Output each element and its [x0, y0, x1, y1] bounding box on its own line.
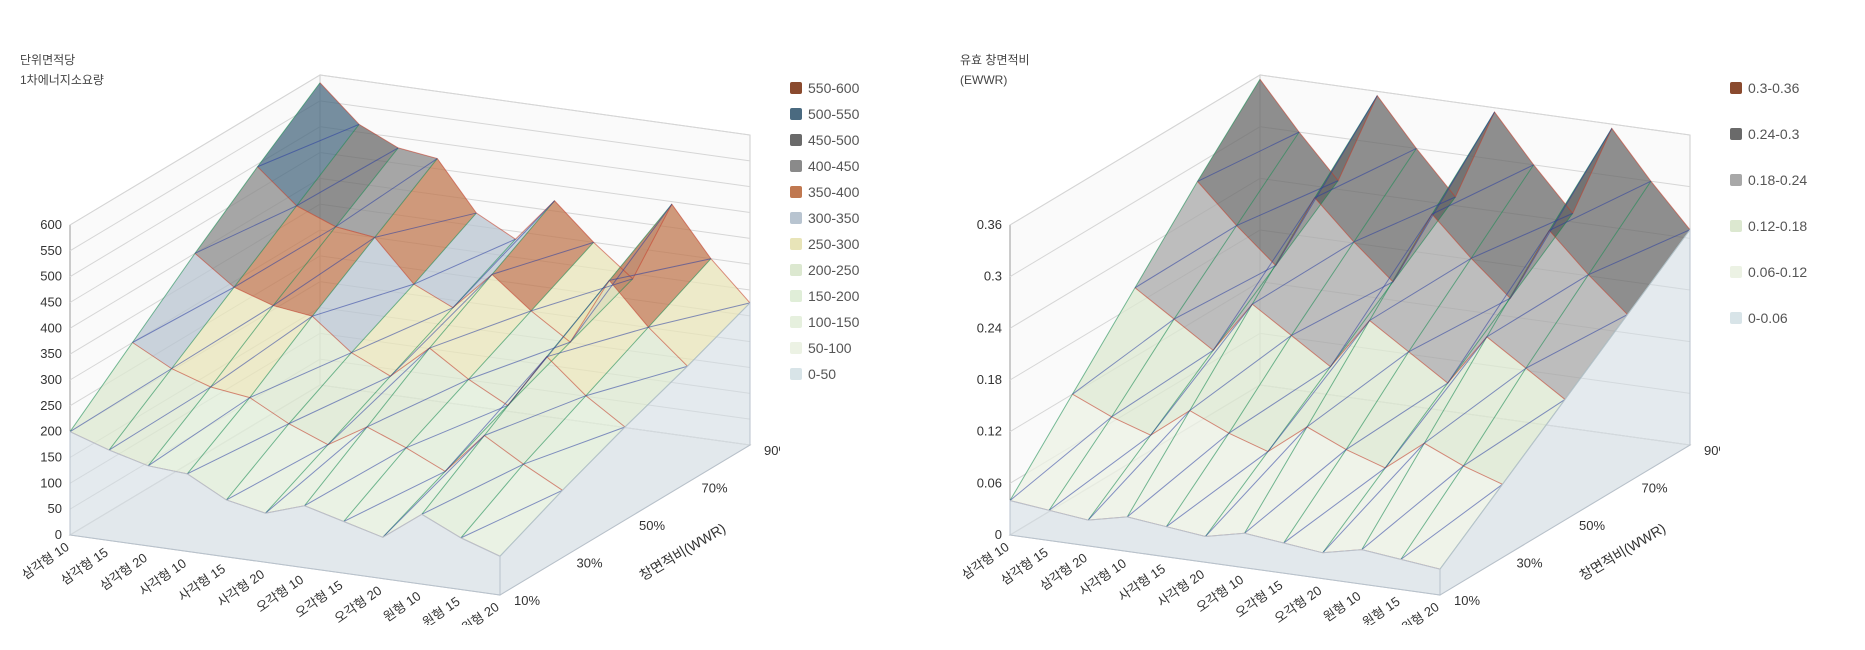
legend-item: 550-600 [790, 80, 859, 96]
legend-label: 0.12-0.18 [1748, 218, 1807, 234]
right-panel: 유효 창면적비 (EWWR) 00.060.120.180.240.30.36삼… [940, 0, 1865, 650]
legend-swatch [790, 186, 802, 198]
legend-item: 200-250 [790, 262, 859, 278]
svg-text:150: 150 [40, 450, 62, 465]
legend-label: 0.18-0.24 [1748, 172, 1807, 188]
svg-text:0.06: 0.06 [977, 475, 1002, 490]
svg-text:350: 350 [40, 346, 62, 361]
legend-item: 50-100 [790, 340, 859, 356]
legend-label: 500-550 [808, 106, 859, 122]
legend-item: 100-150 [790, 314, 859, 330]
legend-label: 0.24-0.3 [1748, 126, 1799, 142]
legend-label: 300-350 [808, 210, 859, 226]
legend-swatch [1730, 174, 1742, 186]
left-legend: 550-600 500-550 450-500 400-450 350-400 300-3… [790, 80, 859, 392]
legend-swatch [1730, 312, 1742, 324]
svg-text:70%: 70% [702, 481, 728, 496]
legend-item: 0.12-0.18 [1730, 218, 1807, 234]
legend-swatch [790, 342, 802, 354]
svg-text:550: 550 [40, 243, 62, 258]
legend-swatch [790, 368, 802, 380]
legend-swatch [790, 290, 802, 302]
svg-text:30%: 30% [577, 556, 603, 571]
legend-swatch [790, 212, 802, 224]
legend-label: 0.3-0.36 [1748, 80, 1799, 96]
legend-label: 150-200 [808, 288, 859, 304]
legend-item: 0-50 [790, 366, 859, 382]
legend-label: 50-100 [808, 340, 852, 356]
svg-text:원형 10: 원형 10 [1321, 588, 1364, 624]
figure-container: 단위면적당 1차에너지소요량 0501001502002503003504004… [0, 0, 1865, 650]
legend-swatch [1730, 128, 1742, 140]
legend-label: 100-150 [808, 314, 859, 330]
legend-label: 350-400 [808, 184, 859, 200]
svg-text:0.12: 0.12 [977, 424, 1002, 439]
legend-item: 400-450 [790, 158, 859, 174]
svg-text:500: 500 [40, 269, 62, 284]
svg-text:30%: 30% [1517, 556, 1543, 571]
svg-text:90%: 90% [764, 443, 780, 458]
legend-item: 500-550 [790, 106, 859, 122]
svg-text:50: 50 [48, 501, 62, 516]
svg-text:원형 20: 원형 20 [459, 599, 502, 625]
right-chart-surface: 00.060.120.180.240.30.36삼각형 10삼각형 15삼각형 … [960, 35, 1720, 625]
legend-label: 250-300 [808, 236, 859, 252]
legend-label: 0.06-0.12 [1748, 264, 1807, 280]
svg-text:0.24: 0.24 [977, 320, 1002, 335]
svg-text:0.18: 0.18 [977, 372, 1002, 387]
legend-swatch [790, 134, 802, 146]
svg-text:50%: 50% [1579, 518, 1605, 533]
legend-swatch [790, 82, 802, 94]
legend-swatch [1730, 82, 1742, 94]
svg-text:90%: 90% [1704, 443, 1720, 458]
legend-item: 150-200 [790, 288, 859, 304]
svg-text:400: 400 [40, 320, 62, 335]
svg-text:원형 15: 원형 15 [1360, 594, 1403, 625]
svg-text:0.36: 0.36 [977, 217, 1002, 232]
legend-swatch [1730, 266, 1742, 278]
legend-item: 250-300 [790, 236, 859, 252]
legend-swatch [790, 238, 802, 250]
legend-swatch [1730, 220, 1742, 232]
legend-swatch [790, 264, 802, 276]
svg-text:10%: 10% [514, 593, 540, 608]
legend-swatch [790, 108, 802, 120]
legend-label: 550-600 [808, 80, 859, 96]
svg-text:10%: 10% [1454, 593, 1480, 608]
svg-text:원형 15: 원형 15 [420, 594, 463, 625]
legend-item: 450-500 [790, 132, 859, 148]
legend-item: 0.18-0.24 [1730, 172, 1807, 188]
svg-text:50%: 50% [639, 518, 665, 533]
legend-item: 0.24-0.3 [1730, 126, 1807, 142]
legend-item: 0-0.06 [1730, 310, 1807, 326]
svg-text:원형 20: 원형 20 [1399, 599, 1442, 625]
legend-label: 450-500 [808, 132, 859, 148]
legend-item: 0.06-0.12 [1730, 264, 1807, 280]
svg-text:450: 450 [40, 295, 62, 310]
legend-label: 0-0.06 [1748, 310, 1788, 326]
legend-swatch [790, 160, 802, 172]
legend-swatch [790, 316, 802, 328]
svg-text:0.3: 0.3 [984, 269, 1002, 284]
left-chart-surface: 050100150200250300350400450500550600삼각형 … [20, 35, 780, 625]
legend-label: 200-250 [808, 262, 859, 278]
svg-text:70%: 70% [1642, 481, 1668, 496]
legend-label: 400-450 [808, 158, 859, 174]
legend-item: 300-350 [790, 210, 859, 226]
legend-item: 350-400 [790, 184, 859, 200]
legend-item: 0.3-0.36 [1730, 80, 1807, 96]
svg-text:300: 300 [40, 372, 62, 387]
svg-text:200: 200 [40, 424, 62, 439]
svg-text:원형 10: 원형 10 [381, 588, 424, 624]
svg-text:100: 100 [40, 475, 62, 490]
svg-text:600: 600 [40, 217, 62, 232]
svg-text:250: 250 [40, 398, 62, 413]
left-panel: 단위면적당 1차에너지소요량 0501001502002503003504004… [0, 0, 940, 650]
right-legend: 0.3-0.36 0.24-0.3 0.18-0.24 0.12-0.18 0.06-0… [1730, 80, 1807, 356]
legend-label: 0-50 [808, 366, 836, 382]
